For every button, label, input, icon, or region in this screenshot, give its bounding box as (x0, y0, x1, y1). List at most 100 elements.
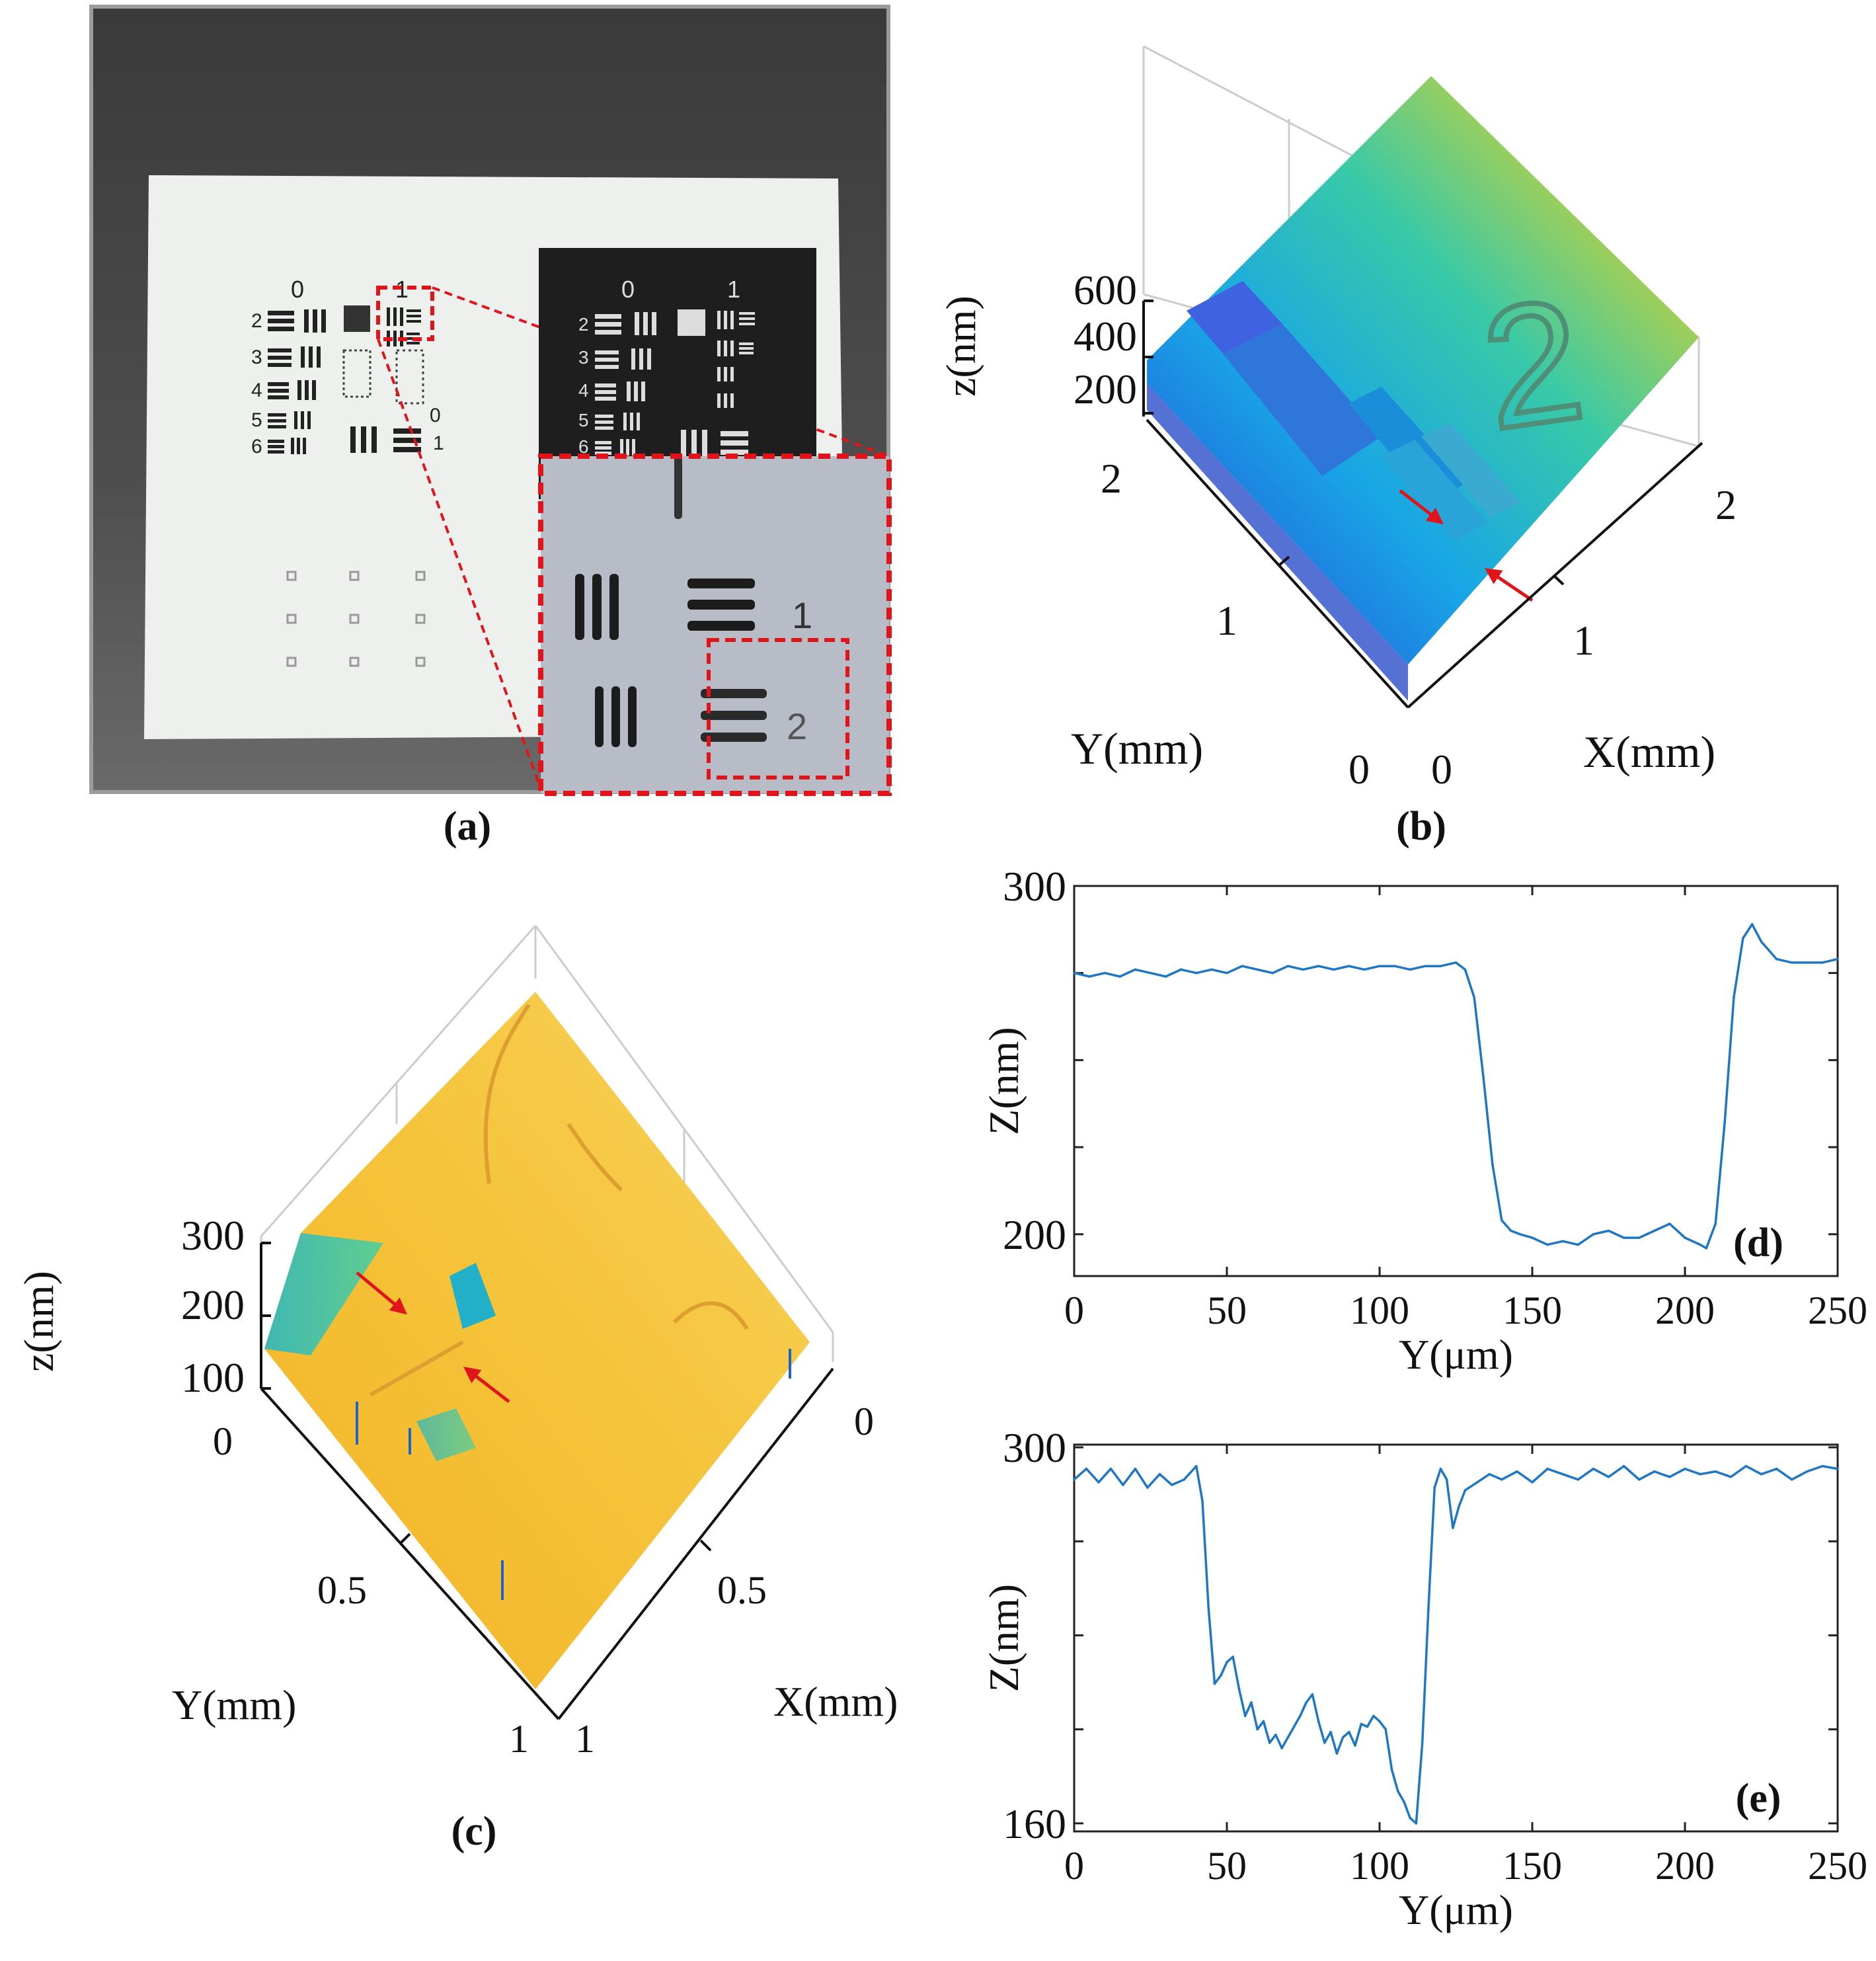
data-point (1335, 1752, 1339, 1755)
data-point (1302, 968, 1305, 971)
data-point (1452, 1527, 1454, 1529)
data-point (1454, 961, 1458, 964)
data-point (1546, 1467, 1549, 1470)
x-tick-label: 0 (1064, 1289, 1084, 1332)
b-zlabel: z(nm) (937, 296, 984, 397)
data-point (1488, 1472, 1491, 1476)
c-ylabel: Y(mm) (172, 1681, 296, 1728)
zoom-elem-2: 2 (787, 705, 807, 747)
data-point (1744, 1464, 1748, 1468)
data-point (1348, 965, 1350, 967)
panel-c-label: (c) (451, 1809, 497, 1854)
data-point (1637, 1478, 1641, 1481)
data-point (1409, 1816, 1411, 1820)
data-point (1699, 1243, 1701, 1246)
data-point (1210, 968, 1213, 971)
data-point (1384, 1728, 1387, 1731)
target-elem-3: 3 (251, 346, 262, 368)
c-zlabel: z(nm) (15, 1271, 62, 1372)
data-point (1821, 1464, 1824, 1468)
zoom-elem-1: 1 (792, 594, 812, 636)
data-point (1378, 1720, 1381, 1723)
data-point (1164, 975, 1167, 978)
x-tick-label: 150 (1503, 1844, 1562, 1888)
data-point (1473, 996, 1476, 999)
data-point (1207, 1607, 1210, 1610)
x-tick-label: 150 (1503, 1289, 1562, 1332)
data-point (1415, 1822, 1418, 1825)
inset-elem-2: 2 (578, 314, 589, 335)
data-point (1622, 1464, 1625, 1468)
panel-b-surface: 2 600 400 200 z(nm) 2 1 0 Y(mm) 0 1 2 X(… (937, 45, 1737, 793)
data-point (1311, 1693, 1314, 1696)
data-point (1684, 1236, 1686, 1239)
surface-top (264, 992, 810, 1689)
data-point (1213, 1682, 1216, 1685)
plot-frame (1073, 885, 1839, 1277)
data-point (1482, 1076, 1485, 1079)
data-point (1256, 968, 1259, 971)
data-point (1262, 1720, 1265, 1723)
inset-elem-4: 4 (578, 380, 589, 401)
data-point (1378, 965, 1381, 967)
inset-group-1: 1 (727, 276, 740, 303)
data-point (1158, 1472, 1161, 1476)
x-tick-label: 200 (1655, 1844, 1715, 1888)
chart-d: 0 50 100 150 200 250 200 300 Y(μm) Z(nm) (d) (980, 863, 1867, 1378)
b-ytick-1: 1 (1216, 597, 1237, 644)
x-tick-label: 200 (1655, 1289, 1715, 1332)
data-point (1476, 1481, 1479, 1484)
x-tick-label: 0 (1064, 1844, 1084, 1888)
c-ytick-0.5: 0.5 (317, 1568, 367, 1612)
target-group-0: 0 (291, 276, 304, 303)
data-point (1501, 1478, 1503, 1481)
y-tick-label: 160 (1003, 1800, 1066, 1847)
data-point (1241, 965, 1243, 967)
data-point (1073, 971, 1075, 975)
target-group-1: 1 (395, 276, 409, 303)
data-point (1464, 968, 1467, 971)
data-point (1409, 968, 1411, 971)
data-point (1775, 957, 1778, 961)
b-ztick-400: 400 (1074, 313, 1137, 360)
data-point (1360, 1722, 1363, 1726)
data-point (1433, 1486, 1436, 1489)
y-tick-label: 300 (1003, 863, 1066, 910)
data-point (1280, 1747, 1283, 1749)
data-point (1332, 968, 1335, 971)
data-point (1403, 1800, 1405, 1804)
inset-elem-6: 6 (578, 436, 589, 457)
data-point (1299, 1714, 1302, 1718)
y-axis-label: Z(nm) (980, 1027, 1027, 1135)
c-ztick-300: 300 (181, 1212, 245, 1259)
b-ytick-2: 2 (1101, 455, 1122, 502)
target-right-0: 0 (430, 405, 441, 426)
panel-c-surface: 300 200 100 z(nm) 0 0.5 1 Y(mm) 0 0.5 1 … (15, 925, 898, 1761)
data-point (1195, 971, 1198, 975)
b-xtick-1: 1 (1573, 617, 1594, 664)
panel-a-photo: 0 1 2 3 4 5 6 0 1 (89, 5, 892, 796)
c-xtick-0.5: 0.5 (717, 1568, 767, 1612)
data-point (1317, 1720, 1320, 1723)
data-point (1439, 1467, 1442, 1470)
data-point (1577, 1243, 1580, 1246)
data-point (1607, 1475, 1610, 1478)
data-point (1231, 1656, 1235, 1658)
b-ztick-600: 600 (1074, 266, 1137, 313)
data-point (1491, 1163, 1494, 1166)
series-line (1074, 923, 1838, 1250)
b-xlabel: X(mm) (1583, 727, 1715, 777)
data-point (1226, 1661, 1228, 1663)
data-point (1637, 1236, 1641, 1239)
data-point (1836, 1467, 1839, 1470)
faint-marks (286, 571, 426, 667)
data-point (1195, 1464, 1198, 1468)
data-point (1561, 1472, 1564, 1476)
c-ytick-1: 1 (509, 1717, 529, 1761)
x-tick-label: 250 (1808, 1289, 1867, 1332)
c-xtick-0: 0 (854, 1400, 874, 1443)
data-point (1653, 1229, 1656, 1232)
data-point (1684, 1467, 1686, 1470)
data-point (1421, 1741, 1424, 1744)
data-point (1790, 1478, 1793, 1481)
